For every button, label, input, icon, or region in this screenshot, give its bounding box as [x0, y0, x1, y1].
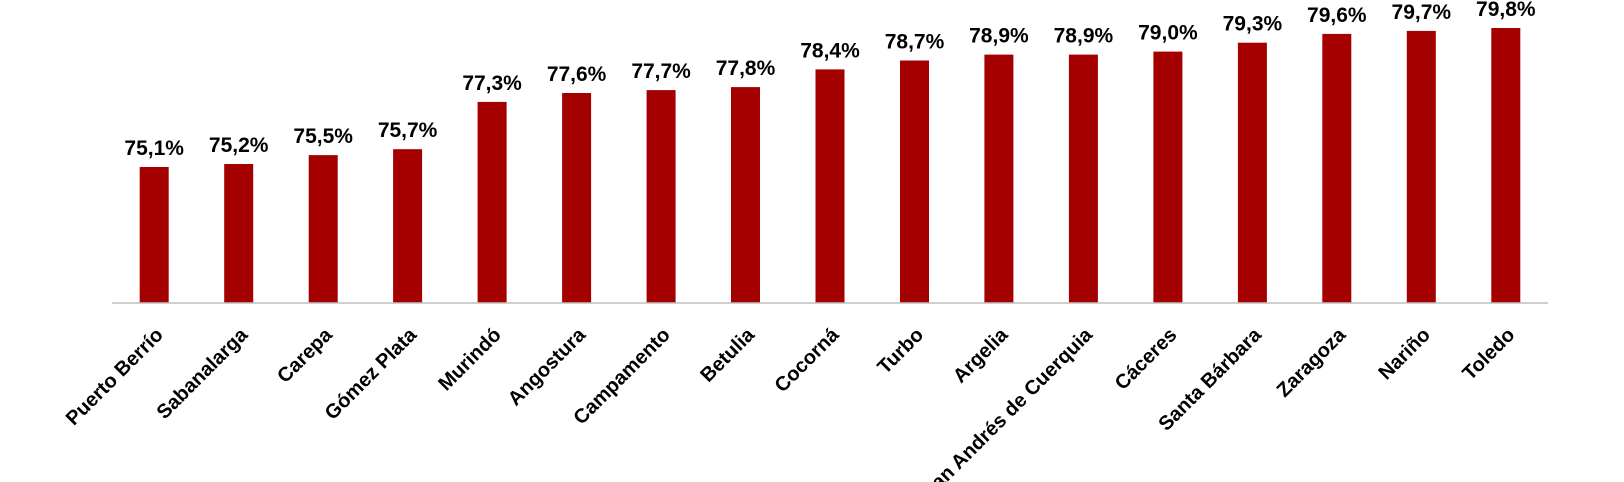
- x-tick-label: Betulia: [696, 323, 759, 386]
- data-label: 79,8%: [1476, 0, 1536, 21]
- data-label: 77,8%: [716, 57, 776, 80]
- data-label: 75,7%: [378, 119, 438, 142]
- bar: [393, 149, 423, 303]
- x-tick-label: Zaragoza: [1273, 323, 1351, 401]
- bar: [1153, 51, 1183, 303]
- data-label: 79,0%: [1138, 22, 1198, 45]
- x-tick-label: Angostura: [504, 323, 591, 410]
- bar: [900, 60, 929, 303]
- data-label: 79,3%: [1223, 13, 1283, 36]
- x-tick-label: Gómez Plata: [321, 323, 422, 424]
- x-tick-label: Toledo: [1458, 324, 1519, 385]
- data-labels-group: 75,1% 75,2% 75,5% 75,7% 77,3% 77,6% 77,7% 77,8%…: [124, 0, 1535, 160]
- bar: [1237, 42, 1267, 303]
- bar: [562, 93, 592, 303]
- x-tick-label: Cocorná: [771, 323, 845, 397]
- bar: [984, 54, 1014, 303]
- bar: [646, 90, 676, 303]
- x-tick-label: Argelia: [949, 323, 1013, 387]
- bar: [224, 164, 254, 303]
- bar: [477, 101, 507, 304]
- data-label: 75,1%: [124, 137, 184, 160]
- x-tick-label: Carepa: [273, 323, 337, 387]
- bar: [1491, 28, 1521, 303]
- bar: [731, 87, 760, 303]
- data-label: 77,6%: [547, 63, 607, 86]
- data-label: 79,6%: [1307, 4, 1367, 27]
- data-label: 78,9%: [1054, 25, 1114, 48]
- bar: [308, 155, 338, 303]
- x-tick-label: Murindó: [434, 324, 505, 395]
- data-label: 77,3%: [462, 72, 522, 95]
- bar: [1068, 54, 1098, 303]
- x-tick-label: Nariño: [1374, 324, 1434, 384]
- bars-group: [139, 28, 1521, 304]
- bar: [1322, 33, 1352, 304]
- data-label: 75,2%: [209, 134, 269, 157]
- data-label: 78,4%: [800, 39, 860, 62]
- x-tick-label: Turbo: [873, 324, 928, 379]
- data-label: 78,9%: [969, 25, 1029, 48]
- data-label: 75,5%: [293, 125, 353, 148]
- data-label: 78,7%: [885, 31, 945, 54]
- x-tick-label: Puerto Berrío: [62, 324, 168, 430]
- bar: [815, 69, 845, 304]
- data-label: 79,7%: [1392, 1, 1452, 24]
- data-label: 77,7%: [631, 60, 691, 83]
- x-tick-label: San Andrés de Cuerquia: [918, 323, 1098, 482]
- bar: [139, 167, 169, 303]
- x-tick-label: Sabanalarga: [153, 323, 253, 423]
- bar: [1406, 30, 1436, 304]
- x-tick-label: Cáceres: [1111, 324, 1182, 395]
